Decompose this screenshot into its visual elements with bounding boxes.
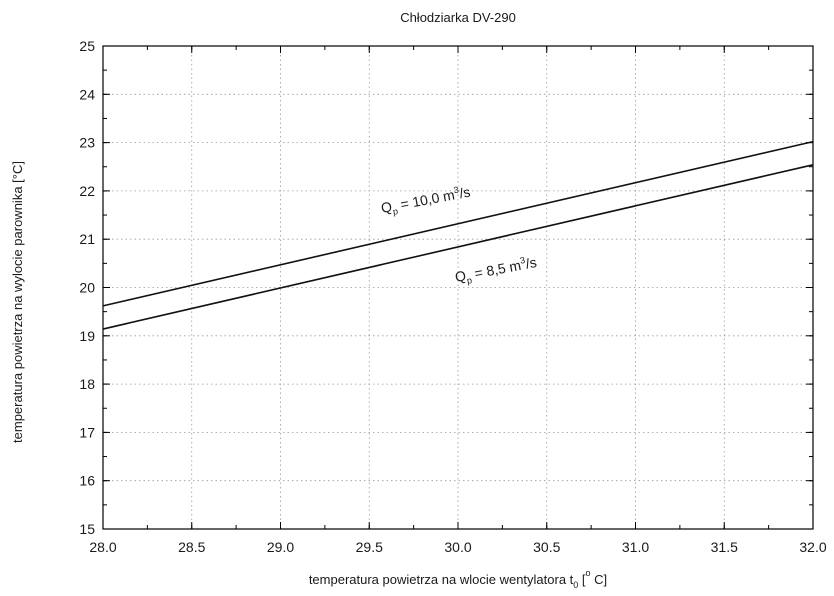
x-tick-label: 31.0 <box>622 539 649 555</box>
x-tick-label: 29.5 <box>356 539 383 555</box>
y-tick-label: 21 <box>79 231 95 247</box>
x-tick-labels: 28.0 28.5 29.0 29.5 30.0 30.5 31.0 31.5 32.0 <box>89 539 826 555</box>
axis-ticks <box>102 45 814 530</box>
x-tick-label: 28.0 <box>89 539 116 555</box>
x-tick-label: 31.5 <box>711 539 738 555</box>
y-tick-label: 20 <box>79 280 95 296</box>
y-axis-label: temperatura powietrza na wylocie parowni… <box>10 161 25 443</box>
y-tick-label: 25 <box>79 38 95 54</box>
series-lines <box>102 140 814 330</box>
chart-title: Chłodziarka DV-290 <box>400 10 516 25</box>
y-tick-label: 16 <box>79 473 95 489</box>
y-tick-label: 15 <box>79 521 95 537</box>
x-tick-label: 32.0 <box>799 539 826 555</box>
x-tick-label: 30.5 <box>533 539 560 555</box>
x-tick-label: 28.5 <box>178 539 205 555</box>
y-tick-label: 22 <box>79 183 95 199</box>
series-label-q10: Qp = 10,0 m3/s <box>379 183 472 219</box>
series-line-1 <box>102 164 814 330</box>
y-tick-label: 24 <box>79 86 95 102</box>
y-tick-labels: 15 16 17 18 19 20 21 22 23 24 25 <box>79 38 95 537</box>
x-tick-label: 30.0 <box>444 539 471 555</box>
y-tick-label: 19 <box>79 328 95 344</box>
x-tick-label: 29.0 <box>267 539 294 555</box>
series-label-q85: Qp = 8,5 m3/s <box>453 253 538 288</box>
y-tick-label: 18 <box>79 376 95 392</box>
series-line-0 <box>102 140 814 307</box>
grid <box>103 46 813 529</box>
y-tick-label: 17 <box>79 424 95 440</box>
y-tick-label: 23 <box>79 135 95 151</box>
x-axis-label: temperatura powietrza na wlocie wentylat… <box>309 568 607 590</box>
